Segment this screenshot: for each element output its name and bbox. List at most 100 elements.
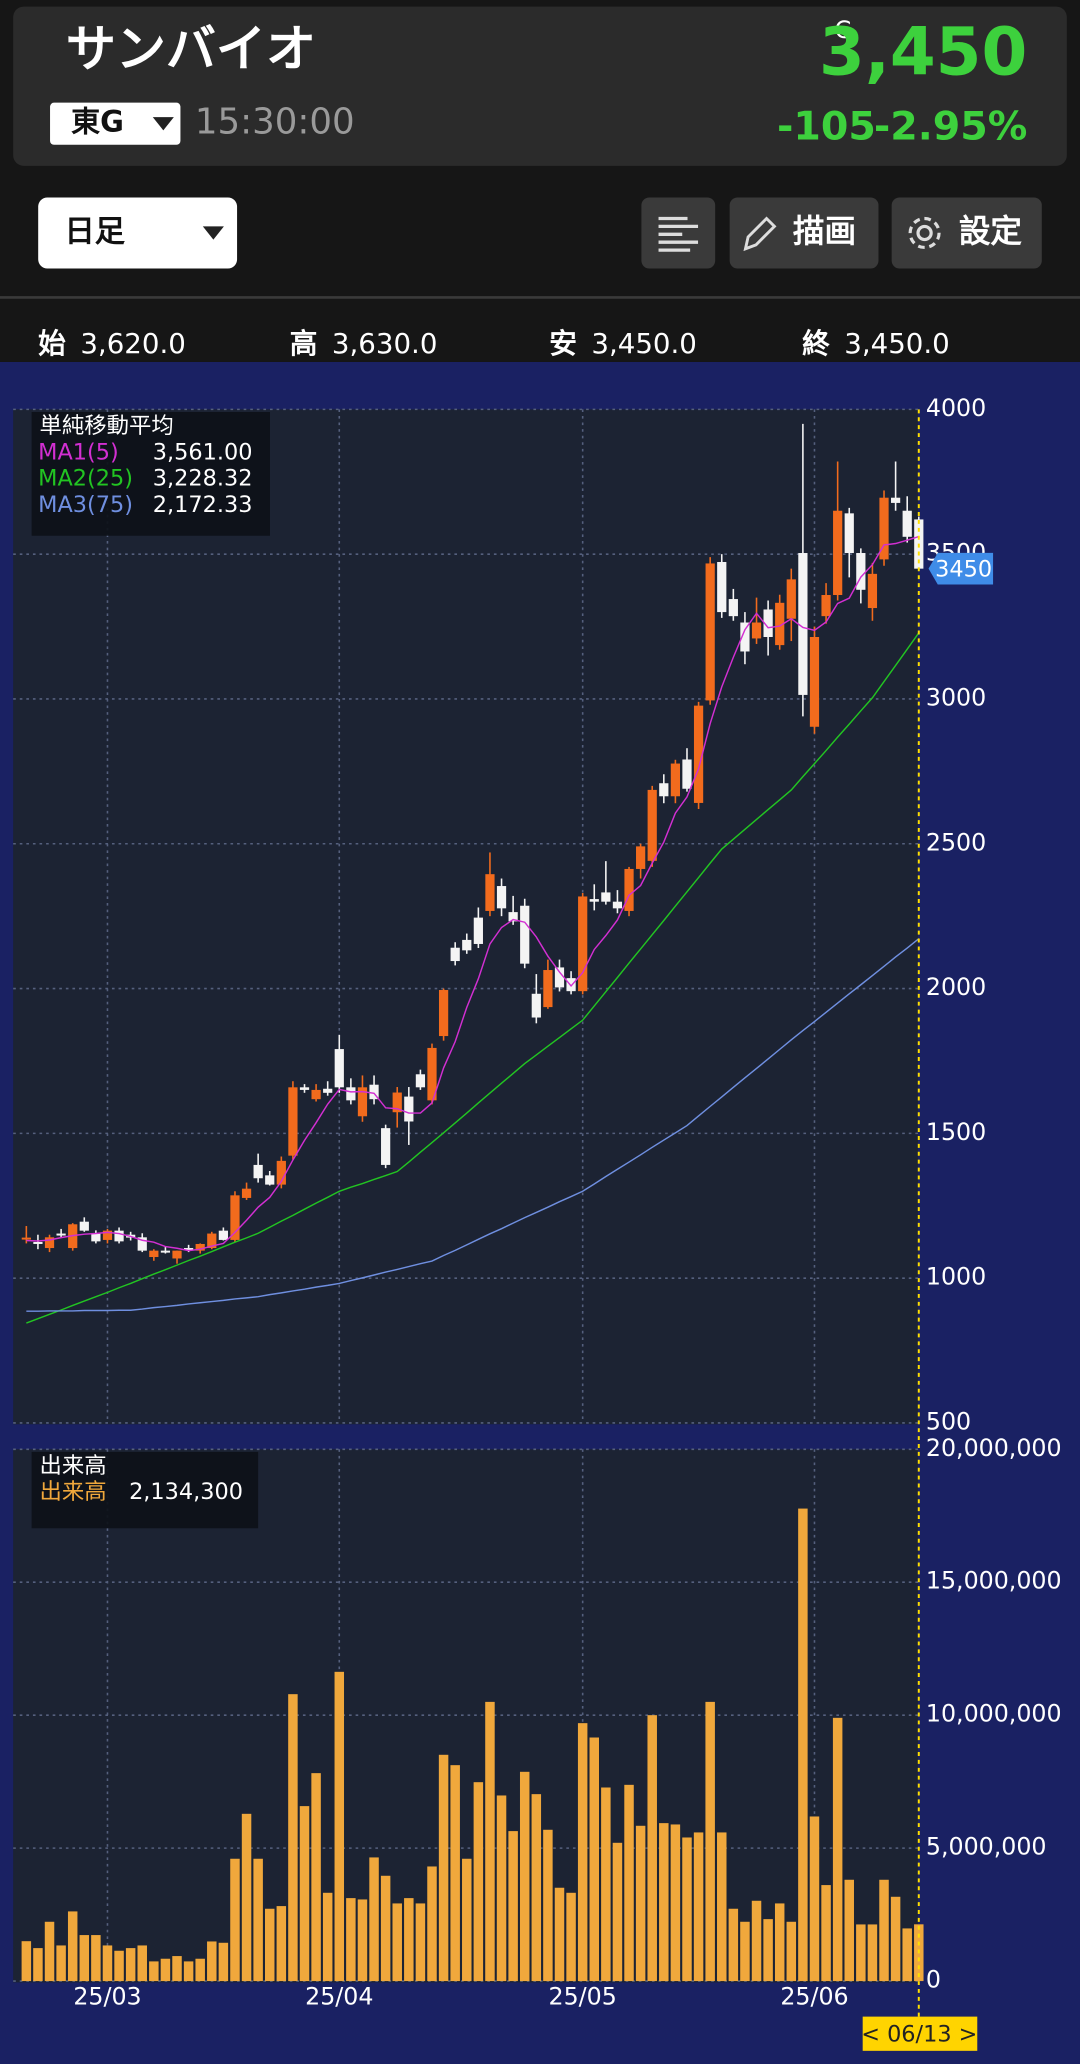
volume-bar [357,1899,368,1982]
volume-bar [601,1787,611,1982]
settings-button[interactable] [891,197,1042,269]
candle-body [102,1230,113,1240]
volume-bar [554,1887,565,1982]
ma-line [26,632,920,1324]
candle-body [218,1230,228,1240]
volume-bar [543,1829,553,1982]
candle-body [867,573,878,609]
volume-bar [798,1508,808,1982]
candle-body [381,1128,391,1165]
price-change: -105 [777,104,876,150]
volume-bar [566,1892,576,1982]
draw-button[interactable] [729,197,879,269]
volume-bar [195,1958,205,1982]
candle-body [751,622,762,639]
volume-bar [160,1958,171,1982]
x-tick-label: 25/03 [73,1983,141,2011]
volume-bar [902,1928,912,1982]
ohlc-value: 3,450.0 [591,327,697,360]
candle-body [566,978,576,992]
price-badge-label: 3450 [935,556,992,582]
candle-body [323,1088,333,1093]
volume-bar [740,1921,750,1982]
ohlc-key: 高 [290,327,318,360]
candle-body [775,602,785,646]
legend-value: 2,172.33 [153,492,253,518]
candle-body [473,917,483,944]
candle-body [149,1250,159,1258]
candle-body [369,1084,379,1100]
legend-box [31,1451,259,1529]
volume-bar [635,1825,646,1982]
legend-value: 3,228.32 [153,466,253,492]
ohlc-value: 3,630.0 [332,327,438,360]
dropdown-arrow [152,117,174,131]
market-dropdown[interactable] [50,102,181,145]
volume-bar [427,1866,437,1982]
price-change-pct: -2.95% [874,104,1027,150]
candle-body [253,1164,263,1179]
x-tick-label: 25/05 [549,1983,617,2011]
candle-body [114,1230,124,1242]
candle-body [554,967,565,988]
volume-bar [334,1671,345,1982]
volume-bar [624,1784,634,1982]
volume-bar [821,1885,831,1982]
candle-body [172,1250,182,1259]
candle-body [404,1096,414,1122]
quote-time: 15:30:00 [195,102,355,143]
candle-body [705,563,715,701]
candle-body [740,622,750,652]
candle-body [160,1250,171,1253]
candle-body [670,763,681,797]
volume-bar [659,1823,669,1982]
candle-body [589,899,599,902]
ma-line [26,938,920,1312]
volume-bar [404,1898,414,1982]
candle-body [195,1243,205,1251]
volume-bar [137,1945,147,1982]
last-price: 3,450 [819,14,1027,91]
candle-body [578,896,588,992]
ohlc-key: 始 [38,327,66,360]
candle-body [821,595,831,617]
x-tick-label: 25/06 [780,1983,848,2011]
volume-bar [693,1832,704,1982]
candle-body [682,759,692,789]
y-tick-label: 15,000,000 [926,1567,1062,1595]
volume-bar [322,1892,333,1982]
y-tick-label: 20,000,000 [926,1434,1062,1462]
candle-body [902,510,912,537]
volume-bar [856,1924,866,1982]
candle-body [786,579,796,619]
candle-body [659,783,669,797]
candle-body [415,1074,426,1088]
candle-body [241,1188,252,1198]
candle-body [334,1049,344,1088]
ohlc-key: 終 [802,327,830,360]
market-label: 東G [71,105,124,139]
volume-bar [844,1879,854,1982]
candle-body [647,789,657,861]
candle-body [450,947,460,962]
quote-card [13,6,1067,166]
volume-bar [79,1935,90,1982]
volume-bar [392,1903,402,1982]
y-tick-label: 2000 [926,973,986,1001]
volume-bar [519,1771,530,1982]
volume-bar [183,1961,194,1982]
volume-bar [33,1948,43,1982]
draw-label: 描画 [793,214,856,250]
candle-body [427,1047,437,1101]
candle-body [624,868,634,911]
volume-bar [44,1921,55,1982]
volume-bar [763,1919,773,1982]
period-dropdown[interactable] [38,197,238,269]
ohlc-key: 安 [549,327,577,360]
pencil-icon [743,216,777,252]
y-tick-label: 10,000,000 [926,1700,1062,1728]
volume-bar [125,1948,136,1982]
candle-body [276,1160,286,1185]
volume-bar [462,1858,472,1982]
candle-body [230,1195,240,1240]
